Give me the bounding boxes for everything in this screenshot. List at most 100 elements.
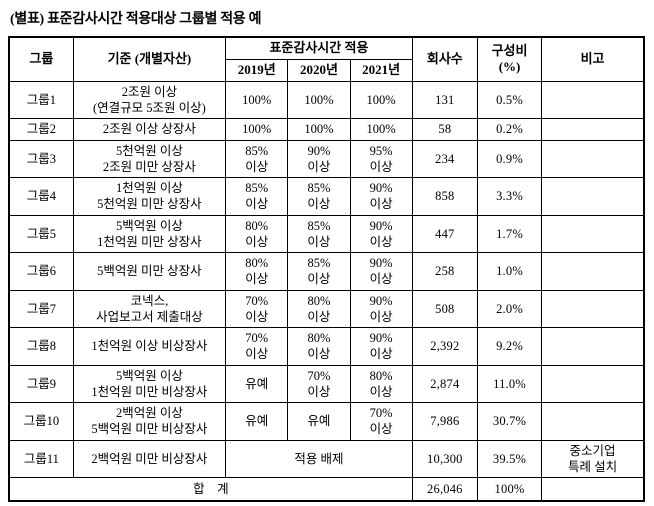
table-row-group10: 그룹10 2백억원 이상 5백억원 미만 비상장사 유예 유예 70% 이상 7… xyxy=(8,402,645,441)
application-excluded-cell: 적용 배제 xyxy=(225,439,413,479)
year-2019-cell: 85% 이상 xyxy=(225,177,289,216)
ratio-cell: 39.5% xyxy=(476,439,543,479)
ratio-cell: 100% xyxy=(476,477,543,502)
criteria-cell: 코넥스, 사업보고서 제출대상 xyxy=(72,289,227,329)
table-row-total: 합 계 26,046 100% xyxy=(8,477,645,502)
group-cell: 그룹3 xyxy=(8,139,74,179)
year-2019-cell: 100% xyxy=(225,118,289,141)
header-year-2021: 2021년 xyxy=(349,58,413,82)
year-2020-cell: 80% 이상 xyxy=(287,289,351,329)
companies-cell: 2,874 xyxy=(411,364,478,404)
year-2021-cell: 70% 이상 xyxy=(349,402,413,441)
year-2019-cell: 85% 이상 xyxy=(225,139,289,179)
companies-cell: 508 xyxy=(411,289,478,329)
ratio-cell: 1.0% xyxy=(476,252,543,291)
note-cell xyxy=(541,364,645,404)
companies-cell: 234 xyxy=(411,139,478,179)
criteria-cell: 5백억원 이상 1천억원 미만 비상장사 xyxy=(72,364,227,404)
group-cell: 그룹2 xyxy=(8,118,74,141)
table-row-group5: 그룹5 5백억원 이상 1천억원 미만 상장사 80% 이상 85% 이상 90… xyxy=(8,214,645,254)
note-cell xyxy=(541,252,645,291)
companies-cell: 858 xyxy=(411,177,478,216)
companies-cell: 10,300 xyxy=(411,439,478,479)
year-2019-cell: 80% 이상 xyxy=(225,252,289,291)
year-2021-cell: 90% 이상 xyxy=(349,327,413,366)
note-cell xyxy=(541,80,645,120)
header-ratio: 구성비 (%) xyxy=(476,36,543,82)
table-row-group2: 그룹2 2조원 이상 상장사 100% 100% 100% 58 0.2% xyxy=(8,118,645,141)
companies-cell: 131 xyxy=(411,80,478,120)
table-row-group8: 그룹8 1천억원 이상 비상장사 70% 이상 80% 이상 90% 이상 2,… xyxy=(8,327,645,366)
year-2021-cell: 90% 이상 xyxy=(349,252,413,291)
year-2021-cell: 100% xyxy=(349,80,413,120)
total-label-cell: 합 계 xyxy=(8,477,413,502)
criteria-cell: 5백억원 미만 상장사 xyxy=(72,252,227,291)
table-row-group3: 그룹3 5천억원 이상 2조원 미만 상장사 85% 이상 90% 이상 95%… xyxy=(8,139,645,179)
year-2020-cell: 85% 이상 xyxy=(287,214,351,254)
note-cell: 중소기업 특례 설치 xyxy=(541,439,645,479)
year-2021-cell: 80% 이상 xyxy=(349,364,413,404)
companies-cell: 7,986 xyxy=(411,402,478,441)
group-cell: 그룹11 xyxy=(8,439,74,479)
header-group: 그룹 xyxy=(8,36,74,82)
criteria-cell: 1천억원 이상 비상장사 xyxy=(72,327,227,366)
note-cell xyxy=(541,139,645,179)
group-cell: 그룹9 xyxy=(8,364,74,404)
companies-cell: 58 xyxy=(411,118,478,141)
table-row-group4: 그룹4 1천억원 이상 5천억원 미만 상장사 85% 이상 85% 이상 90… xyxy=(8,177,645,216)
note-cell xyxy=(541,214,645,254)
ratio-cell: 0.2% xyxy=(476,118,543,141)
companies-cell: 2,392 xyxy=(411,327,478,366)
criteria-cell: 1천억원 이상 5천억원 미만 상장사 xyxy=(72,177,227,216)
note-cell xyxy=(541,402,645,441)
year-2020-cell: 유예 xyxy=(287,402,351,441)
header-companies: 회사수 xyxy=(411,36,478,82)
year-2019-cell: 70% 이상 xyxy=(225,327,289,366)
group-cell: 그룹5 xyxy=(8,214,74,254)
ratio-cell: 3.3% xyxy=(476,177,543,216)
header-criteria: 기준 (개별자산) xyxy=(72,36,227,82)
table-row-group1: 그룹1 2조원 이상 (연결규모 5조원 이상) 100% 100% 100% … xyxy=(8,80,645,120)
note-cell xyxy=(541,289,645,329)
ratio-cell: 30.7% xyxy=(476,402,543,441)
ratio-cell: 0.5% xyxy=(476,80,543,120)
year-2019-cell: 유예 xyxy=(225,364,289,404)
year-2021-cell: 90% 이상 xyxy=(349,214,413,254)
companies-cell: 447 xyxy=(411,214,478,254)
year-2019-cell: 유예 xyxy=(225,402,289,441)
year-2019-cell: 70% 이상 xyxy=(225,289,289,329)
table-row-group6: 그룹6 5백억원 미만 상장사 80% 이상 85% 이상 90% 이상 258… xyxy=(8,252,645,291)
table-row-group7: 그룹7 코넥스, 사업보고서 제출대상 70% 이상 80% 이상 90% 이상… xyxy=(8,289,645,329)
year-2020-cell: 100% xyxy=(287,118,351,141)
group-cell: 그룹8 xyxy=(8,327,74,366)
year-2021-cell: 100% xyxy=(349,118,413,141)
page-title: (별표) 표준감사시간 적용대상 그룹별 적용 예 xyxy=(10,12,262,27)
group-cell: 그룹1 xyxy=(8,80,74,120)
criteria-cell: 2조원 이상 (연결규모 5조원 이상) xyxy=(72,80,227,120)
ratio-cell: 11.0% xyxy=(476,364,543,404)
note-cell xyxy=(541,327,645,366)
header-application-span: 표준감사시간 적용 xyxy=(225,36,413,60)
year-2020-cell: 100% xyxy=(287,80,351,120)
note-cell xyxy=(541,118,645,141)
table-row-group11: 그룹11 2백억원 미만 비상장사 적용 배제 10,300 39.5% 중소기… xyxy=(8,439,645,479)
audit-hours-table: 그룹 기준 (개별자산) 표준감사시간 적용 회사수 구성비 (%) 비고 20… xyxy=(8,36,645,502)
table-row-group9: 그룹9 5백억원 이상 1천억원 미만 비상장사 유예 70% 이상 80% 이… xyxy=(8,364,645,404)
group-cell: 그룹7 xyxy=(8,289,74,329)
criteria-cell: 2백억원 이상 5백억원 미만 비상장사 xyxy=(72,402,227,441)
group-cell: 그룹10 xyxy=(8,402,74,441)
group-cell: 그룹6 xyxy=(8,252,74,291)
header-row-2: 2019년 2020년 2021년 xyxy=(9,58,644,82)
header-year-2020: 2020년 xyxy=(287,58,351,82)
year-2020-cell: 90% 이상 xyxy=(287,139,351,179)
year-2019-cell: 100% xyxy=(225,80,289,120)
ratio-cell: 9.2% xyxy=(476,327,543,366)
year-2021-cell: 90% 이상 xyxy=(349,177,413,216)
criteria-cell: 5천억원 이상 2조원 미만 상장사 xyxy=(72,139,227,179)
criteria-cell: 5백억원 이상 1천억원 미만 상장사 xyxy=(72,214,227,254)
companies-cell: 258 xyxy=(411,252,478,291)
ratio-cell: 2.0% xyxy=(476,289,543,329)
header-note: 비고 xyxy=(541,36,645,82)
ratio-cell: 0.9% xyxy=(476,139,543,179)
